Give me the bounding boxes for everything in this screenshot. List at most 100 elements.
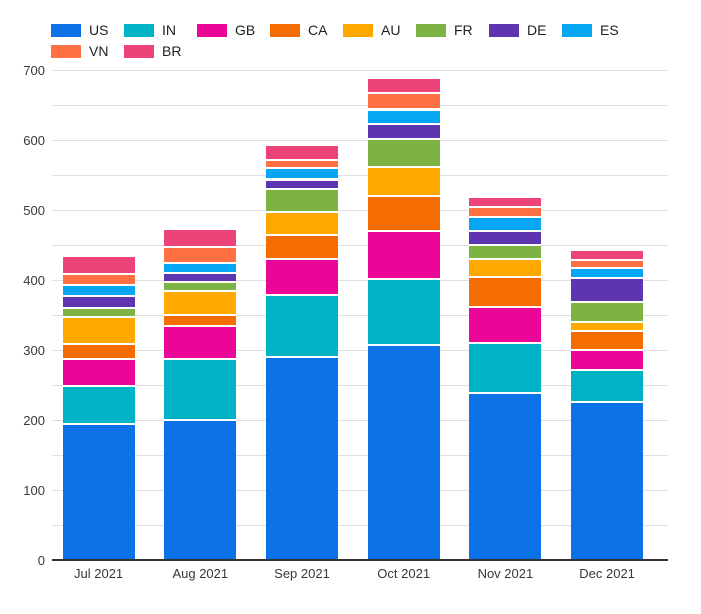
bar-segment-ES-Sep-2021[interactable] <box>266 166 338 179</box>
bar-segment-CA-Aug-2021[interactable] <box>164 313 237 325</box>
x-axis-label-Sep-2021: Sep 2021 <box>274 566 330 581</box>
legend-item-DE[interactable]: DE <box>489 22 562 38</box>
legend-swatch-BR <box>124 44 154 58</box>
bar-segment-GB-Aug-2021[interactable] <box>164 324 237 359</box>
bar-segment-FR-Nov-2021[interactable] <box>469 243 542 259</box>
bar-segment-DE-Nov-2021[interactable] <box>469 230 542 244</box>
legend-item-AU[interactable]: AU <box>343 22 416 38</box>
legend-item-BR[interactable]: BR <box>124 43 197 59</box>
bar-segment-US-Nov-2021[interactable] <box>469 392 542 560</box>
bar-segment-CA-Nov-2021[interactable] <box>469 275 542 306</box>
y-axis-label-200: 200 <box>23 413 45 428</box>
bar-segment-FR-Dec-2021[interactable] <box>571 301 644 321</box>
bar-segment-US-Oct-2021[interactable] <box>367 344 440 560</box>
bar-segment-ES-Dec-2021[interactable] <box>571 267 644 278</box>
legend-item-VN[interactable]: VN <box>51 43 124 59</box>
bar-segment-GB-Dec-2021[interactable] <box>571 348 644 369</box>
legend-item-ES[interactable]: ES <box>562 22 635 38</box>
bar-segment-VN-Aug-2021[interactable] <box>164 246 237 262</box>
legend-label-DE: DE <box>527 22 547 38</box>
y-axis-label-300: 300 <box>23 343 45 358</box>
bar-segment-AU-Jul-2021[interactable] <box>62 316 135 343</box>
legend-label-FR: FR <box>454 22 473 38</box>
bar-segment-GB-Sep-2021[interactable] <box>266 258 338 294</box>
legend-item-US[interactable]: US <box>51 22 124 38</box>
legend-swatch-AU <box>343 23 373 37</box>
legend-label-BR: BR <box>162 43 182 59</box>
bar-segment-BR-Aug-2021[interactable] <box>164 229 237 247</box>
legend-item-GB[interactable]: GB <box>197 22 270 38</box>
bar-segment-ES-Aug-2021[interactable] <box>164 261 237 272</box>
gridline-450 <box>52 245 668 246</box>
bar-segment-FR-Jul-2021[interactable] <box>62 307 135 317</box>
bar-segment-IN-Nov-2021[interactable] <box>469 341 542 392</box>
bar-segment-BR-Oct-2021[interactable] <box>367 79 440 93</box>
bar-segment-GB-Nov-2021[interactable] <box>469 305 542 342</box>
bar-segment-CA-Dec-2021[interactable] <box>571 329 644 349</box>
legend-swatch-VN <box>51 44 81 58</box>
bar-segment-IN-Sep-2021[interactable] <box>266 294 338 356</box>
gridline-500 <box>52 210 668 211</box>
bar-segment-BR-Dec-2021[interactable] <box>571 250 644 259</box>
y-axis-label-100: 100 <box>23 483 45 498</box>
gridline-100 <box>52 490 668 491</box>
x-axis-label-Oct-2021: Oct 2021 <box>377 566 431 581</box>
bar-segment-IN-Dec-2021[interactable] <box>571 368 644 402</box>
bar-segment-GB-Oct-2021[interactable] <box>367 229 440 278</box>
bar-segment-ES-Jul-2021[interactable] <box>62 284 135 296</box>
bar-segment-IN-Aug-2021[interactable] <box>164 358 237 419</box>
bar-segment-FR-Aug-2021[interactable] <box>164 280 237 290</box>
bar-segment-IN-Oct-2021[interactable] <box>367 277 440 345</box>
y-axis-label-600: 600 <box>23 133 45 148</box>
bar-segment-AU-Sep-2021[interactable] <box>266 210 338 234</box>
bar-segment-CA-Oct-2021[interactable] <box>367 194 440 230</box>
gridline-300 <box>52 350 668 351</box>
bar-segment-BR-Sep-2021[interactable] <box>266 146 338 159</box>
bar-segment-AU-Dec-2021[interactable] <box>571 320 644 330</box>
legend-label-US: US <box>89 22 109 38</box>
legend-item-IN[interactable]: IN <box>124 22 197 38</box>
legend-label-AU: AU <box>381 22 401 38</box>
legend-swatch-IN <box>124 23 154 37</box>
bar-segment-ES-Oct-2021[interactable] <box>367 108 440 124</box>
bar-segment-US-Sep-2021[interactable] <box>266 355 338 560</box>
bar-segment-DE-Oct-2021[interactable] <box>367 123 440 138</box>
bar-segment-DE-Sep-2021[interactable] <box>266 178 338 189</box>
y-axis-label-500: 500 <box>23 203 45 218</box>
legend-swatch-US <box>51 23 81 37</box>
bar-segment-US-Dec-2021[interactable] <box>571 401 644 560</box>
bar-segment-DE-Jul-2021[interactable] <box>62 295 135 308</box>
bar-segment-DE-Aug-2021[interactable] <box>164 271 237 281</box>
gridline-50 <box>52 525 668 526</box>
y-axis-label-400: 400 <box>23 273 45 288</box>
legend-label-CA: CA <box>308 22 328 38</box>
x-axis-label-Dec-2021: Dec 2021 <box>579 566 635 581</box>
bar-segment-AU-Nov-2021[interactable] <box>469 258 542 276</box>
bar-segment-FR-Oct-2021[interactable] <box>367 137 440 166</box>
bar-segment-CA-Sep-2021[interactable] <box>266 233 338 259</box>
bar-segment-DE-Dec-2021[interactable] <box>571 277 644 301</box>
legend-swatch-CA <box>270 23 300 37</box>
bar-segment-AU-Oct-2021[interactable] <box>367 165 440 195</box>
bar-segment-ES-Nov-2021[interactable] <box>469 215 542 231</box>
bar-segment-BR-Jul-2021[interactable] <box>62 256 135 273</box>
chart-legend: US IN GB CA AU FR DE ES VN BR <box>51 22 643 59</box>
bar-segment-IN-Jul-2021[interactable] <box>62 385 135 423</box>
gridline-400 <box>52 280 668 281</box>
bar-segment-BR-Nov-2021[interactable] <box>469 198 542 206</box>
gridline-600 <box>52 140 668 141</box>
bar-segment-US-Aug-2021[interactable] <box>164 418 237 560</box>
bar-segment-US-Jul-2021[interactable] <box>62 422 135 560</box>
bar-segment-CA-Jul-2021[interactable] <box>62 343 135 358</box>
legend-item-CA[interactable]: CA <box>270 22 343 38</box>
legend-item-FR[interactable]: FR <box>416 22 489 38</box>
bar-segment-GB-Jul-2021[interactable] <box>62 357 135 385</box>
bar-segment-FR-Sep-2021[interactable] <box>266 188 338 211</box>
x-axis-label-Jul-2021: Jul 2021 <box>74 566 124 581</box>
bar-segment-VN-Oct-2021[interactable] <box>367 92 440 109</box>
bar-segment-VN-Sep-2021[interactable] <box>266 158 338 167</box>
bar-segment-VN-Nov-2021[interactable] <box>469 205 542 216</box>
bar-segment-VN-Dec-2021[interactable] <box>571 259 644 268</box>
bar-segment-VN-Jul-2021[interactable] <box>62 273 135 285</box>
bar-segment-AU-Aug-2021[interactable] <box>164 289 237 314</box>
